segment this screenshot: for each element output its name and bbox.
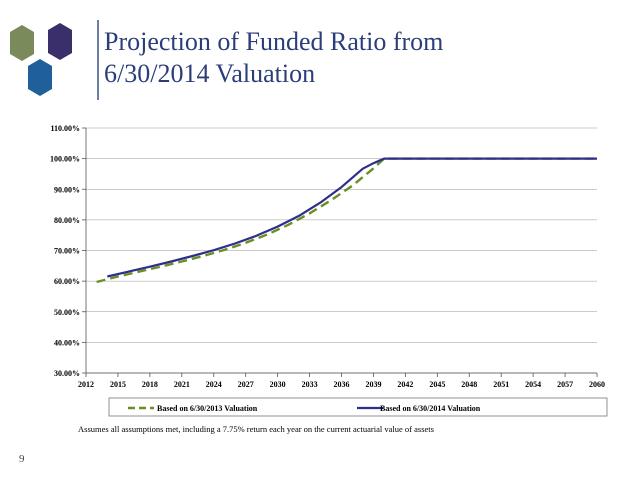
- x-tick-label: 2021: [174, 380, 190, 389]
- series-lines: [96, 157, 597, 284]
- x-tick-label: 2060: [589, 380, 605, 389]
- y-tick-label: 60.00%: [54, 277, 80, 286]
- x-tick-label: 2015: [110, 380, 126, 389]
- y-tick-label: 70.00%: [54, 247, 80, 256]
- legend: Based on 6/30/2013 Valuation Based on 6/3…: [108, 397, 608, 417]
- series-line-1: [96, 157, 597, 284]
- assumption-footnote: Assumes all assumptions met, including a…: [78, 424, 434, 434]
- legend-label-1: Based on 6/30/2013 Valuation: [157, 404, 258, 413]
- green-hexagon: [10, 25, 34, 61]
- slide-title: Projection of Funded Ratio from 6/30/201…: [104, 26, 624, 90]
- y-tick-label: 110.00%: [50, 124, 80, 133]
- slide-title-line-1: Projection of Funded Ratio from: [104, 27, 444, 56]
- x-tick-label: 2030: [270, 380, 286, 389]
- y-tick-label: 30.00%: [54, 369, 80, 378]
- x-tick-label: 2045: [429, 380, 445, 389]
- y-axis-tick-labels: 30.00% 40.00% 50.00% 60.00% 70.00% 80.00% 90.0…: [50, 124, 80, 378]
- x-tick-label: 2048: [461, 380, 477, 389]
- y-tick-label: 80.00%: [54, 216, 80, 225]
- axes: [82, 127, 598, 377]
- x-tick-label: 2012: [78, 380, 94, 389]
- purple-hexagon: [48, 23, 72, 60]
- slide-title-line-2: 6/30/2014 Valuation: [104, 59, 316, 88]
- x-tick-label: 2054: [525, 380, 541, 389]
- blue-hexagon: [28, 59, 52, 96]
- x-axis-tick-labels: 2012 2015 2018 2021 2024 2027 2030 2033 2036 2039…: [78, 380, 605, 389]
- y-tick-label: 40.00%: [54, 338, 80, 347]
- x-tick-label: 2039: [365, 380, 381, 389]
- x-tick-label: 2042: [397, 380, 413, 389]
- x-tick-label: 2036: [334, 380, 350, 389]
- hexagon-logo: [10, 23, 72, 96]
- x-tick-label: 2057: [557, 380, 573, 389]
- y-tick-label: 50.00%: [54, 308, 80, 317]
- x-tick-label: 2018: [142, 380, 158, 389]
- x-tick-label: 2051: [493, 380, 509, 389]
- grid-lines: [86, 127, 597, 374]
- series-line-2: [107, 157, 597, 278]
- x-tick-label: 2024: [206, 380, 222, 389]
- x-tick-label: 2027: [238, 380, 254, 389]
- page-number: 9: [19, 453, 25, 465]
- title-divider: [97, 20, 99, 100]
- y-tick-label: 100.00%: [50, 155, 80, 164]
- legend-label-2: Based on 6/30/2014 Valuation: [380, 404, 481, 413]
- x-tick-label: 2033: [302, 380, 318, 389]
- y-tick-label: 90.00%: [54, 185, 80, 194]
